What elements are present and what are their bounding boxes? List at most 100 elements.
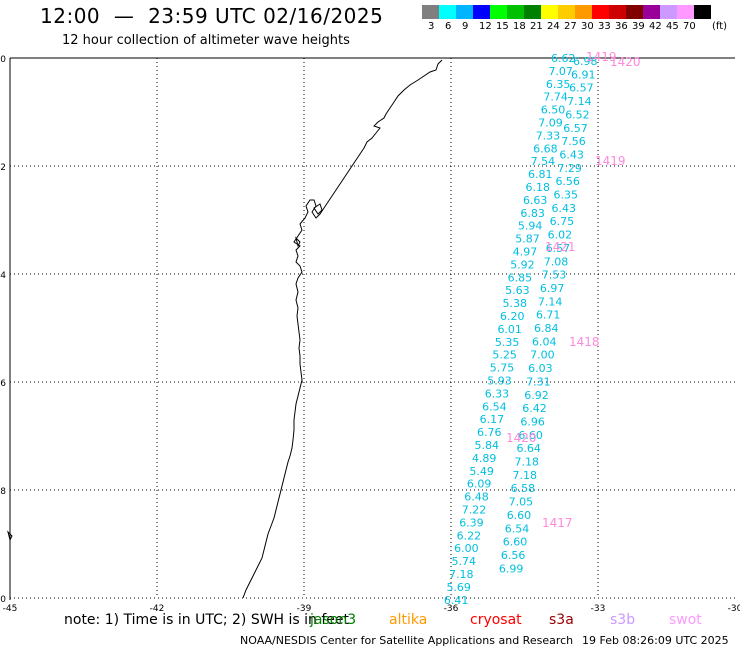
legend-label: 18: [513, 21, 526, 32]
wave-height-value: 6.43: [559, 148, 584, 161]
wave-height-value: 6.81: [528, 168, 553, 181]
wave-height-value: 6.57: [546, 242, 571, 255]
color-legend: 3 6 9 12 15 18 21 24 27 30 33 36 39 42 45 70 (ft): [422, 5, 727, 32]
legend-label: 36: [615, 21, 628, 32]
wave-height-value: 6.57: [563, 122, 588, 135]
legend-label: 3: [428, 21, 435, 32]
credit-line: NOAA/NESDIS Center for Satellite Applica…: [240, 634, 574, 647]
legend-label: 70: [683, 21, 696, 32]
wave-height-value: 7.09: [538, 117, 563, 130]
legend-swatch: 33: [592, 5, 611, 32]
wave-height-value: 6.04: [532, 335, 557, 348]
wave-height-value: 6.63: [523, 194, 548, 207]
wave-height-value: 7.53: [542, 269, 567, 282]
wave-height-value: 7.33: [536, 129, 561, 142]
legend-label: 33: [598, 21, 611, 32]
wave-height-value: 6.85: [508, 271, 533, 284]
legend-label: 42: [649, 21, 662, 32]
wave-height-value: 6.35: [554, 189, 579, 202]
wave-height-value: 5.84: [475, 439, 500, 452]
wave-height-value: 5.35: [495, 336, 520, 349]
latitude-label: -10: [0, 55, 6, 65]
wave-height-value: 6.62: [551, 52, 576, 65]
generated-timestamp: 19 Feb 08:26:09 UTC 2025: [582, 634, 729, 647]
wave-height-value: 5.93: [487, 375, 512, 388]
wave-height-value: 7.31: [526, 375, 551, 388]
legend-label: 15: [496, 21, 509, 32]
wave-height-value: 6.64: [516, 442, 541, 455]
mission-s3b: s3b: [610, 612, 636, 628]
legend-swatch: 18: [507, 5, 526, 32]
wave-height-value: 6.43: [552, 202, 577, 215]
wave-height-value: 5.74: [452, 555, 477, 568]
wave-height-value: 6.39: [459, 516, 484, 529]
latitude-label: -14: [0, 271, 6, 281]
pass-number-label: 1417: [542, 516, 573, 530]
longitude-label: -36: [444, 604, 459, 614]
pass-number-label: 1419: [586, 50, 617, 64]
wave-height-value: 6.02: [548, 229, 573, 242]
pass-number-label: 1420: [610, 55, 641, 69]
wave-height-value: 6.68: [533, 142, 558, 155]
latitude-label: -12: [0, 163, 6, 173]
latitude-label: -18: [0, 487, 6, 497]
longitude-label: -30: [728, 604, 740, 614]
wave-height-value: 6.56: [555, 175, 580, 188]
wave-height-value: 6.56: [501, 549, 525, 562]
wave-height-value: 6.18: [526, 181, 551, 194]
pass-number-label: 1418: [569, 335, 600, 349]
legend-swatch: 42: [643, 5, 662, 32]
legend-label: 30: [581, 21, 594, 32]
legend-swatch: 45: [660, 5, 679, 32]
wave-height-value: 6.41: [444, 594, 469, 607]
legend-swatch: 12: [473, 5, 492, 32]
wave-height-value: 7.54: [531, 155, 556, 168]
wave-height-value: 6.33: [485, 387, 510, 400]
wave-height-value: 5.63: [505, 284, 529, 297]
longitude-label: -45: [3, 604, 18, 614]
map-title: 12:00 — 23:59 UTC 02/16/2025: [40, 4, 384, 28]
wave-height-value: 5.92: [510, 258, 535, 271]
longitude-label: -33: [591, 604, 606, 614]
legend-swatch: 27: [558, 5, 577, 32]
pass-number-label: 1421: [545, 240, 576, 254]
wave-height-value: 6.09: [467, 478, 492, 491]
wave-height-value: 6.58: [511, 482, 535, 495]
wave-height-value: 7.22: [462, 504, 487, 517]
wave-height-value: 6.03: [528, 362, 553, 375]
legend-label: 6: [445, 21, 452, 32]
legend-label: 12: [479, 21, 492, 32]
wave-height-value: 5.94: [518, 220, 543, 233]
wave-height-value: 7.05: [509, 496, 534, 509]
wave-height-value: 5.49: [469, 465, 494, 478]
wave-height-value: 7.14: [567, 95, 592, 108]
wave-height-value: 5.69: [446, 581, 471, 594]
wave-height-value: 7.14: [538, 295, 563, 308]
wave-height-value: 6.48: [464, 491, 489, 504]
legend-label: 27: [564, 21, 577, 32]
latitude-label: -20: [0, 595, 6, 605]
wave-height-value: 6.97: [540, 282, 565, 295]
wave-height-value: 6.54: [505, 522, 530, 535]
wave-height-value: 6.96: [520, 415, 545, 428]
wave-height-value: 7.56: [561, 135, 586, 148]
wave-height-value: 6.50: [541, 104, 566, 117]
footnote: note: 1) Time is in UTC; 2) SWH is in fe…: [64, 612, 350, 628]
wave-height-value: 6.20: [500, 310, 525, 323]
mission-swot: swot: [669, 612, 702, 628]
wave-height-value: 6.42: [522, 402, 547, 415]
legend-unit: (ft): [712, 21, 728, 32]
legend-swatch: 36: [609, 5, 628, 32]
map-frame: [9, 57, 735, 600]
wave-height-value: 7.08: [544, 255, 569, 268]
legend-label: 39: [632, 21, 645, 32]
wave-height-value: 6.60: [503, 536, 528, 549]
wave-height-value: 6.83: [520, 207, 545, 220]
graticule: [10, 57, 735, 599]
wave-height-value: 5.25: [492, 349, 516, 362]
wave-height-value: 4.89: [472, 452, 497, 465]
longitude-label: -42: [150, 604, 165, 614]
wave-height-value: 6.00: [454, 542, 479, 555]
